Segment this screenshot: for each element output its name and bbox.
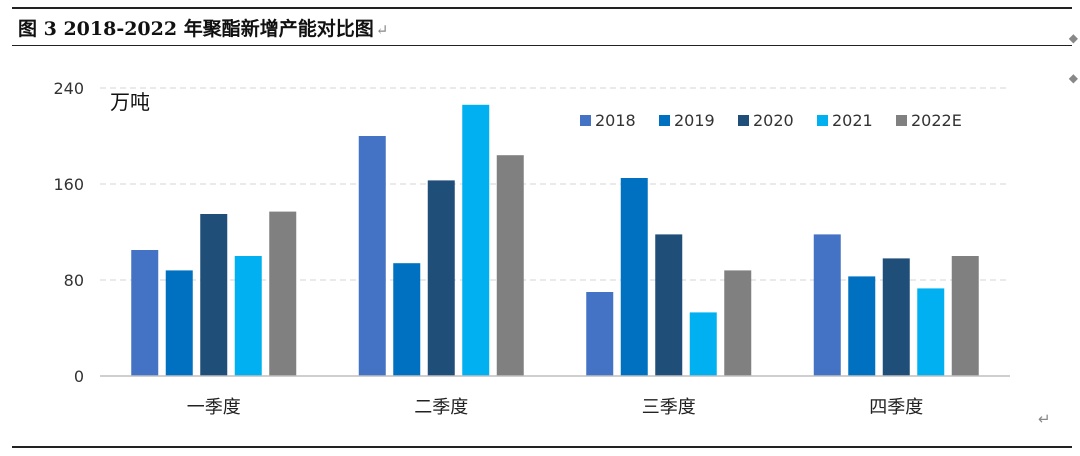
paragraph-mark-icon: ↵ xyxy=(375,21,389,39)
legend-swatch xyxy=(659,115,670,126)
y-tick-label: 160 xyxy=(53,175,84,194)
legend: 2018 2019 2020 2021 2022E xyxy=(580,111,962,130)
legend-label: 2022E xyxy=(911,111,962,130)
bar xyxy=(724,270,752,376)
y-tick-label: 80 xyxy=(64,271,84,290)
bar xyxy=(234,256,262,376)
bar xyxy=(496,155,524,376)
x-tick-label: 一季度 xyxy=(187,397,241,418)
margin-mark-icon: ◆ xyxy=(1068,31,1078,45)
bar xyxy=(358,136,386,376)
bar xyxy=(393,263,421,376)
unit-label: 万吨 xyxy=(110,90,150,114)
x-tick-label: 三季度 xyxy=(642,397,696,418)
legend-label: 2019 xyxy=(674,111,715,130)
y-tick-label: 0 xyxy=(74,367,84,386)
bar xyxy=(655,234,683,376)
bar xyxy=(269,211,297,376)
bar xyxy=(427,180,455,376)
axes: 0 80 160 240 一季度 二季度 三季度 四季度 xyxy=(53,79,1010,418)
bar xyxy=(882,258,910,376)
bottom-rule xyxy=(12,446,1072,448)
margin-mark-icon: ◆ xyxy=(1068,71,1078,85)
bar xyxy=(165,270,193,376)
bar xyxy=(951,256,979,376)
margin-marks: ◆ ◆ xyxy=(1069,18,1078,98)
y-tick-label: 240 xyxy=(53,79,84,98)
x-tick-label: 四季度 xyxy=(869,397,923,418)
bar xyxy=(131,250,159,376)
paragraph-mark-icon: ↵ xyxy=(1038,410,1051,428)
bars xyxy=(131,104,979,377)
legend-swatch xyxy=(817,115,828,126)
legend-swatch xyxy=(896,115,907,126)
bar xyxy=(462,104,490,377)
legend-label: 2020 xyxy=(753,111,794,130)
bar xyxy=(620,178,648,376)
legend-label: 2021 xyxy=(832,111,873,130)
bar xyxy=(586,292,614,376)
x-tick-label: 二季度 xyxy=(414,397,468,418)
gridlines xyxy=(100,87,1010,281)
bar xyxy=(689,312,717,376)
bar xyxy=(813,234,841,376)
caption-text: 图 3 2018-2022 年聚酯新增产能对比图 xyxy=(18,18,374,40)
title-rule xyxy=(12,45,1072,46)
bar xyxy=(200,214,228,376)
bar xyxy=(917,288,945,376)
bar xyxy=(848,276,876,376)
legend-label: 2018 xyxy=(595,111,636,130)
legend-swatch xyxy=(738,115,749,126)
figure-caption: 图 3 2018-2022 年聚酯新增产能对比图 ↵ xyxy=(18,14,388,41)
top-rule xyxy=(12,7,1072,9)
legend-swatch xyxy=(580,115,591,126)
